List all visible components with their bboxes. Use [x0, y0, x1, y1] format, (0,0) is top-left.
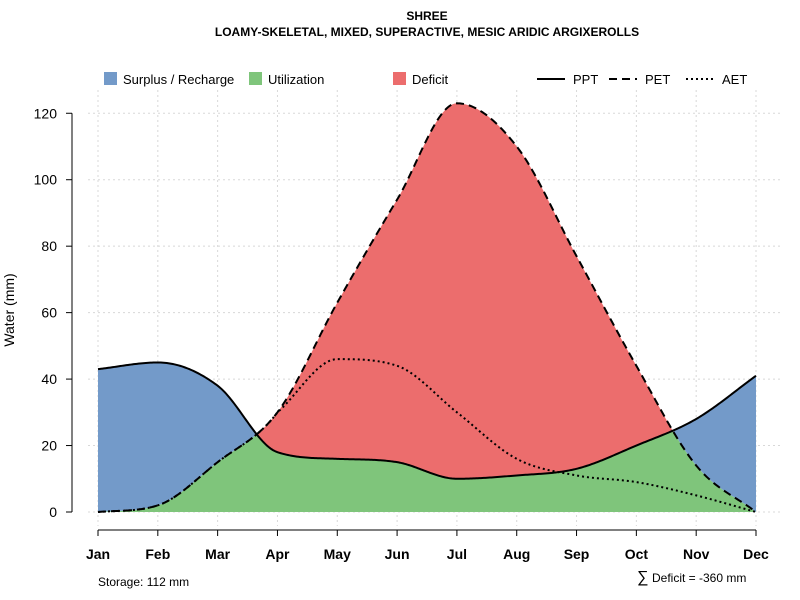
- legend-label: PET: [645, 72, 670, 87]
- y-tick-label: 80: [41, 238, 57, 254]
- legend-label: Utilization: [268, 72, 324, 87]
- area-fills: [98, 103, 756, 512]
- legend-swatch: [249, 72, 262, 85]
- y-tick-label: 100: [34, 172, 58, 188]
- chart-subtitle: LOAMY-SKELETAL, MIXED, SUPERACTIVE, MESI…: [215, 25, 639, 39]
- legend-label: Surplus / Recharge: [123, 72, 234, 87]
- x-tick-label: Dec: [743, 546, 769, 562]
- legend-label: Deficit: [412, 72, 449, 87]
- chart-title: SHREE: [406, 9, 447, 23]
- y-tick-label: 20: [41, 438, 57, 454]
- ppt-line: [97, 361, 757, 480]
- axes: 0 20 40 60 80 100 120 Jan Feb Mar Apr May Jun Jul Aug S…: [34, 105, 769, 562]
- storage-note: Storage: 112 mm: [98, 575, 189, 589]
- x-tick-label: Nov: [683, 546, 710, 562]
- x-tick-label: Aug: [503, 546, 530, 562]
- legend: Surplus / Recharge Utilization Deficit PPT P…: [104, 72, 747, 87]
- y-tick-label: 40: [41, 371, 57, 387]
- legend-swatch: [104, 72, 117, 85]
- y-tick-label: 120: [34, 105, 58, 121]
- legend-swatch: [393, 72, 406, 85]
- x-tick-label: Jan: [86, 546, 110, 562]
- deficit-area: [98, 103, 756, 512]
- x-tick-label: May: [324, 546, 351, 562]
- x-tick-label: Jun: [385, 546, 410, 562]
- pet-line: [97, 102, 757, 513]
- x-tick-label: Sep: [564, 546, 590, 562]
- sum-symbol: ∑: [637, 569, 648, 586]
- y-tick-label: 60: [41, 305, 57, 321]
- y-tick-label: 0: [49, 504, 57, 520]
- surplus-area: [98, 103, 756, 512]
- legend-label: PPT: [573, 72, 598, 87]
- x-tick-label: Apr: [265, 546, 290, 562]
- utilization-area: [98, 430, 756, 512]
- x-tick-label: Mar: [205, 546, 230, 562]
- y-axis-label: Water (mm): [1, 273, 17, 346]
- series-lines: [97, 102, 757, 513]
- x-tick-label: Feb: [145, 546, 170, 562]
- legend-label: AET: [722, 72, 747, 87]
- x-tick-label: Oct: [625, 546, 649, 562]
- deficit-note: Deficit = -360 mm: [652, 571, 746, 585]
- x-tick-label: Jul: [447, 546, 467, 562]
